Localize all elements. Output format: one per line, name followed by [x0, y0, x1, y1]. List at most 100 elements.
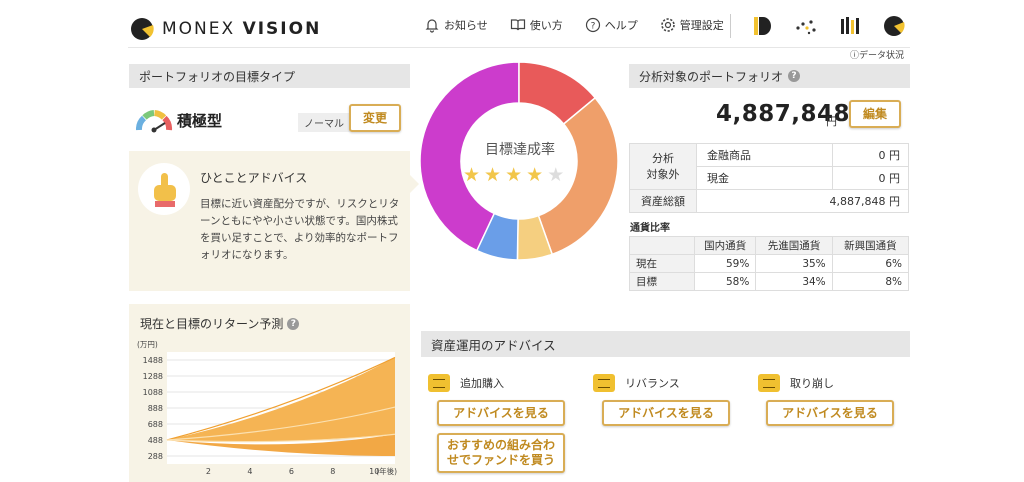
header-domestic: 国内通貨: [693, 236, 757, 255]
currency-ratio-table: 国内通貨 先進国通貨 新興国通貨 現在 59% 35% 6% 目標 58% 34…: [629, 236, 910, 291]
x-unit-label: (年後): [376, 466, 397, 476]
bell-icon: [425, 19, 439, 33]
portfolio-total-amount: 4,887,848: [716, 101, 850, 127]
amount-unit: 円: [826, 115, 837, 128]
hand-pointer-icon: [138, 163, 190, 215]
donut-slice-4: [475, 212, 519, 261]
portfolio-type-row: 積極型 ノーマル: [135, 104, 410, 136]
nav-settings[interactable]: 管理設定: [660, 17, 724, 33]
svg-text:?: ?: [590, 22, 595, 32]
advice-item-label: 取り崩し: [790, 377, 834, 390]
risk-gauge-icon: [136, 110, 173, 133]
table-row: 目標 58% 34% 8%: [629, 272, 910, 291]
donut-slice-2: [537, 96, 619, 256]
y-tick-label: 1088: [143, 388, 163, 397]
row-label: 現金: [695, 166, 834, 190]
asset-advice-title: 資産運用のアドバイス: [421, 331, 910, 357]
achievement-stars: ★ ★ ★ ★ ★: [463, 164, 564, 186]
x-tick-label: 4: [247, 467, 252, 476]
change-type-button[interactable]: 変更: [349, 104, 401, 132]
logo-icon: [131, 18, 154, 40]
y-tick-label: 1288: [143, 372, 163, 381]
y-unit-label: (万円): [137, 340, 158, 349]
star-icon: ★: [463, 164, 481, 186]
portfolio-type-title: ポートフォリオの目標タイプ: [129, 64, 410, 88]
app-icon-dots[interactable]: [794, 14, 818, 38]
cell: 8%: [831, 272, 910, 291]
achievement-donut-chart: [419, 61, 619, 261]
analysis-table: 分析 対象外 金融商品 0 円 現金 0 円 資産総額 4,887,848 円: [629, 143, 909, 213]
star-icon: ★: [484, 164, 502, 186]
nav-label: 管理設定: [679, 19, 724, 32]
monex-vision-logo[interactable]: MONEX VISION: [130, 17, 321, 41]
y-tick-label: 488: [148, 436, 163, 445]
x-tick-label: 8: [330, 467, 335, 476]
list-icon: [593, 374, 615, 392]
logo-text: MONEX VISION: [162, 19, 322, 39]
star-icon: ★: [505, 164, 523, 186]
return-area-upper: [167, 357, 395, 442]
table-row: 分析 対象外 金融商品 0 円: [629, 143, 909, 190]
return-forecast-chart: 288 488 688 888 1088 1288 1488 (万円) 2 4 6 8 10(年後): [137, 340, 397, 476]
app-icon-1[interactable]: [750, 14, 774, 38]
help-icon[interactable]: ?: [788, 70, 801, 82]
view-advice-button-rebalance[interactable]: アドバイスを見る: [602, 400, 730, 426]
donut-slice-0: [419, 61, 520, 252]
donut-title: 目標達成率: [485, 142, 555, 158]
x-tick-label: 10: [369, 467, 379, 476]
total-label: 資産総額: [629, 189, 697, 213]
app-switcher: [750, 14, 906, 38]
return-series-line-0: [166, 356, 396, 441]
nav-label: 使い方: [529, 19, 563, 32]
advice-item-label: 追加購入: [460, 377, 504, 390]
excluded-label: 分析 対象外: [629, 143, 697, 190]
y-tick-label: 288: [148, 452, 163, 461]
advice-item-rebalance: リバランス: [593, 374, 680, 392]
edit-portfolio-button[interactable]: 編集: [849, 100, 901, 128]
header-developed: 先進国通貨: [755, 236, 833, 255]
row-label: 現在: [629, 254, 695, 273]
gear-icon: [660, 18, 675, 32]
advice-text: 目標に近い資産配分ですが、リスクとリターンともにやや小さい状態です。国内株式を買…: [200, 198, 400, 261]
total-value: 4,887,848 円: [696, 189, 909, 213]
nav-how-to-use[interactable]: 使い方: [510, 17, 563, 33]
y-tick-label: 888: [148, 404, 163, 413]
star-icon: ★: [547, 164, 565, 186]
view-advice-button-withdrawal[interactable]: アドバイスを見る: [766, 400, 894, 426]
return-series-line-1: [166, 406, 396, 441]
advice-item-withdrawal: 取り崩し: [758, 374, 834, 392]
currency-ratio-title: 通貨比率: [630, 223, 670, 234]
header-separator: [128, 47, 910, 48]
return-area-lower: [167, 434, 395, 456]
x-tick-label: 2: [206, 467, 211, 476]
table-row: 資産総額 4,887,848 円: [629, 189, 909, 213]
view-advice-button-purchase[interactable]: アドバイスを見る: [437, 400, 565, 426]
recommended-fund-button[interactable]: おすすめの組み合わ せでファンドを買う: [437, 433, 565, 473]
table-row: 現在 59% 35% 6%: [629, 254, 910, 273]
book-icon: [510, 19, 525, 31]
row-value: 0 円: [832, 143, 909, 167]
nav-label: ヘルプ: [604, 19, 638, 32]
analysis-portfolio-title: 分析対象のポートフォリオ ?: [629, 64, 910, 88]
nav-help[interactable]: ? ヘルプ: [585, 17, 638, 33]
nav-notifications[interactable]: お知らせ: [424, 17, 488, 33]
app-icon-monex[interactable]: [882, 14, 906, 38]
row-label: 金融商品: [695, 143, 834, 167]
header-blank: [629, 236, 695, 255]
data-status-link[interactable]: ⓘデータ状況: [850, 51, 905, 61]
list-icon: [758, 374, 780, 392]
table-row: 現金 0 円: [630, 166, 909, 190]
advice-item-additional-purchase: 追加購入: [428, 374, 504, 392]
advice-title: ひとことアドバイス: [200, 171, 308, 185]
cell: 59%: [693, 254, 757, 273]
app-icon-bars[interactable]: [838, 14, 862, 38]
top-nav: お知らせ 使い方 ? ヘルプ 管理設定: [424, 17, 724, 33]
portfolio-type-tag: ノーマル: [298, 113, 350, 132]
header: MONEX VISION お知らせ 使い方 ? ヘルプ 管理設定: [0, 0, 1024, 50]
cell: 34%: [755, 272, 833, 291]
portfolio-type-name: 積極型: [177, 112, 223, 130]
nav-label: お知らせ: [444, 19, 488, 32]
list-icon: [428, 374, 450, 392]
advice-item-label: リバランス: [625, 377, 680, 390]
help-icon[interactable]: ?: [287, 317, 300, 330]
